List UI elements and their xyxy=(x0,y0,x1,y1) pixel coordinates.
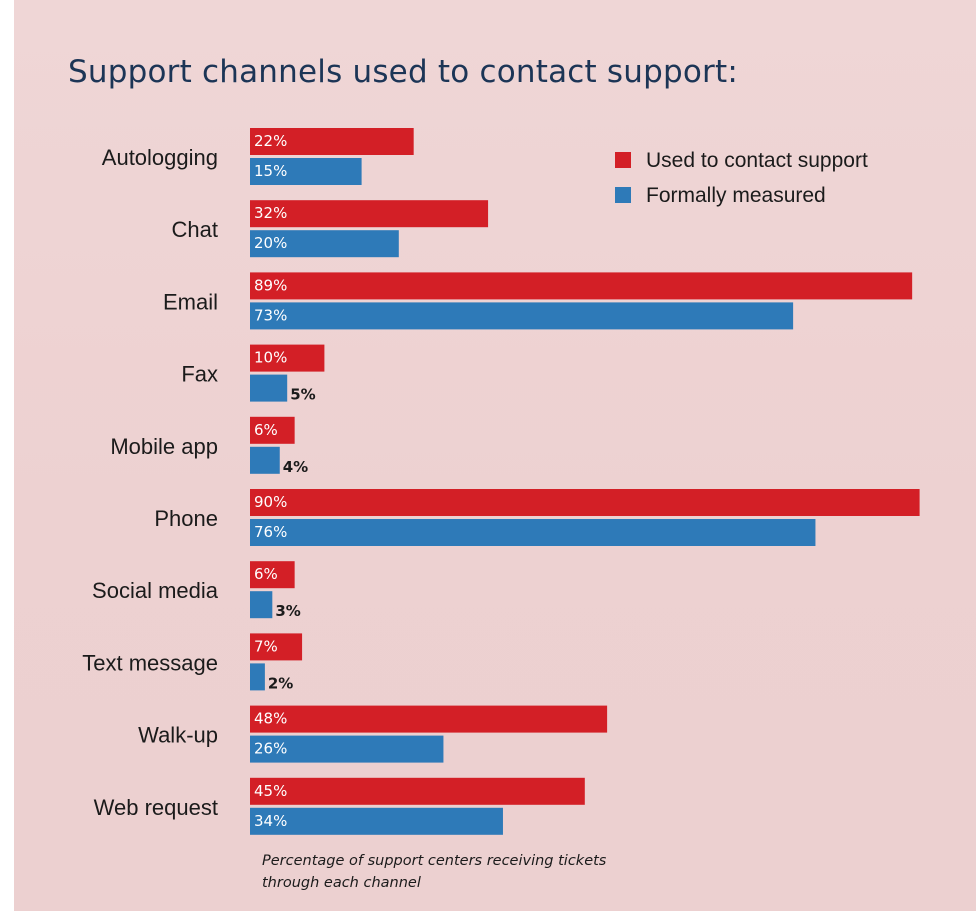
chart-caption: Percentage of support centers receiving … xyxy=(262,853,607,891)
legend-swatch-used xyxy=(615,152,631,168)
bar-formally-measured xyxy=(250,374,288,402)
bar-group-text-message: Text message 7% 2% xyxy=(82,633,303,692)
bar-used-to-contact xyxy=(250,633,303,661)
value-label: 5% xyxy=(290,386,315,404)
bar-formally-measured xyxy=(250,446,280,474)
bar-used-to-contact xyxy=(250,777,585,805)
bar-formally-measured xyxy=(250,735,444,763)
bar-group-social-media: Social media 6% 3% xyxy=(92,561,301,620)
value-label: 73% xyxy=(254,306,287,324)
category-label: Autologging xyxy=(102,145,218,170)
category-label: Fax xyxy=(181,362,218,387)
bar-used-to-contact xyxy=(250,344,325,372)
value-label: 2% xyxy=(268,674,293,692)
bar-formally-measured xyxy=(250,519,816,546)
value-label: 10% xyxy=(254,349,287,367)
bar-group-fax: Fax 10% 5% xyxy=(181,344,325,404)
category-label: Chat xyxy=(172,217,218,242)
value-label: 32% xyxy=(254,204,287,222)
bar-group-mobile-app: Mobile app 6% 4% xyxy=(110,416,308,476)
value-label: 20% xyxy=(254,234,287,252)
value-label: 4% xyxy=(283,458,308,476)
value-label: 89% xyxy=(254,276,287,294)
bar-formally-measured xyxy=(250,302,794,330)
category-label: Mobile app xyxy=(110,434,218,459)
bar-group-autologging: Autologging 22% 15% xyxy=(102,128,414,185)
bar-formally-measured xyxy=(250,807,503,835)
bar-group-phone: Phone 90% 76% xyxy=(154,489,920,546)
legend: Used to contact support Formally measured xyxy=(615,149,868,207)
value-label: 26% xyxy=(254,740,287,758)
legend-swatch-measured xyxy=(615,187,631,203)
category-label: Text message xyxy=(82,650,218,675)
category-label: Email xyxy=(163,289,218,314)
value-label: 6% xyxy=(254,421,278,439)
bar-used-to-contact xyxy=(250,489,920,516)
bar-formally-measured xyxy=(250,591,273,619)
value-label: 7% xyxy=(254,637,278,655)
value-label: 48% xyxy=(254,710,287,728)
legend-label: Used to contact support xyxy=(646,149,868,172)
bar-used-to-contact xyxy=(250,561,295,589)
bar-used-to-contact xyxy=(250,416,295,444)
bar-formally-measured xyxy=(250,158,362,185)
category-label: Web request xyxy=(94,795,218,820)
chart-card: Support channels used to contact support… xyxy=(14,0,976,911)
bar-used-to-contact xyxy=(250,128,414,155)
bar-used-to-contact xyxy=(250,272,913,300)
value-label: 6% xyxy=(254,565,278,583)
value-label: 34% xyxy=(254,812,287,830)
category-label: Phone xyxy=(154,506,218,531)
bar-formally-measured xyxy=(250,230,399,258)
bar-group-chat: Chat 32% 20% xyxy=(172,200,489,258)
value-label: 90% xyxy=(254,493,287,511)
bar-group-walk-up: Walk-up 48% 26% xyxy=(138,705,608,763)
value-label: 45% xyxy=(254,782,287,800)
value-label: 3% xyxy=(275,602,300,620)
bar-used-to-contact xyxy=(250,200,489,228)
bar-formally-measured xyxy=(250,663,265,691)
bar-used-to-contact xyxy=(250,705,608,733)
value-label: 76% xyxy=(254,523,287,541)
chart-title: Support channels used to contact support… xyxy=(68,54,738,90)
value-label: 15% xyxy=(254,162,287,180)
bar-chart: Autologging 22% 15% Chat 32% 20% Email 89% 73% Fa… xyxy=(82,128,920,835)
category-label: Social media xyxy=(92,578,219,603)
category-label: Walk-up xyxy=(138,723,218,748)
legend-label: Formally measured xyxy=(646,184,826,207)
bar-group-email: Email 89% 73% xyxy=(163,272,913,330)
bar-group-web-request: Web request 45% 34% xyxy=(94,777,585,835)
value-label: 22% xyxy=(254,132,287,150)
